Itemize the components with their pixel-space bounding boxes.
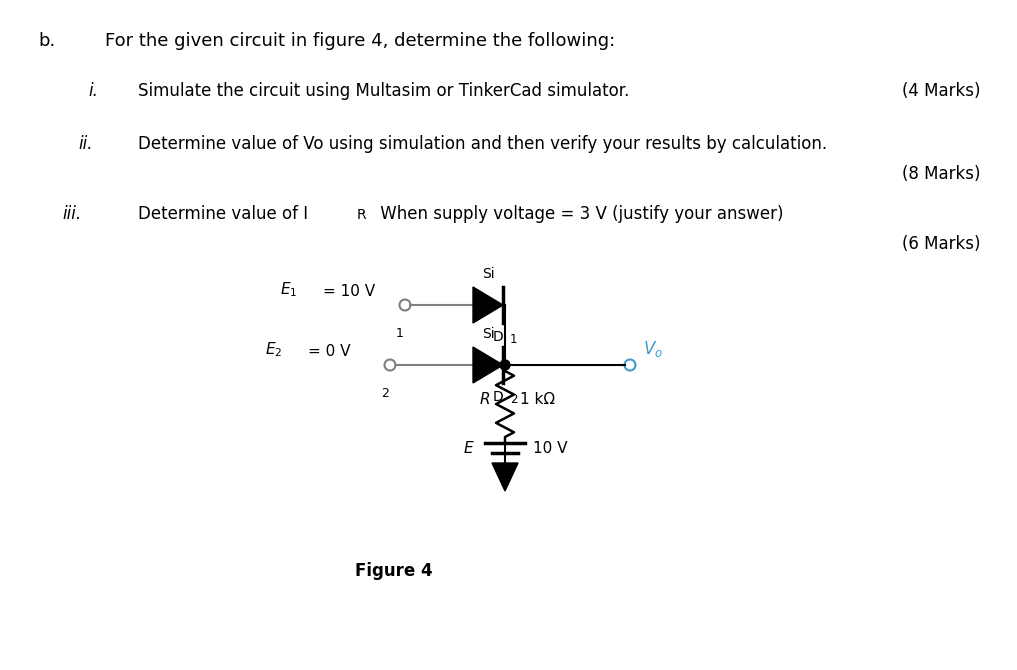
- Text: Figure 4: Figure 4: [355, 562, 432, 580]
- Text: 2: 2: [510, 393, 518, 406]
- Text: iii.: iii.: [62, 205, 81, 223]
- Text: $E_1$: $E_1$: [280, 280, 297, 299]
- Text: Determine value of I: Determine value of I: [138, 205, 308, 223]
- Text: E: E: [464, 440, 473, 456]
- Text: D: D: [493, 390, 503, 404]
- Text: ii.: ii.: [78, 135, 93, 153]
- Text: 2: 2: [381, 387, 388, 400]
- Text: 10 V: 10 V: [533, 440, 567, 456]
- Text: Determine value of Vo using simulation and then verify your results by calculati: Determine value of Vo using simulation a…: [138, 135, 827, 153]
- Text: (8 Marks): (8 Marks): [901, 165, 980, 183]
- Text: = 10 V: = 10 V: [323, 284, 375, 299]
- Text: Si: Si: [482, 327, 494, 341]
- Text: b.: b.: [38, 32, 55, 50]
- Text: 1 kΩ: 1 kΩ: [520, 391, 555, 407]
- Polygon shape: [473, 287, 503, 323]
- Text: 1: 1: [396, 327, 404, 340]
- Text: i.: i.: [88, 82, 98, 100]
- Text: For the given circuit in figure 4, determine the following:: For the given circuit in figure 4, deter…: [105, 32, 615, 50]
- Polygon shape: [473, 347, 503, 383]
- Text: $E_2$: $E_2$: [265, 340, 283, 359]
- Text: D: D: [493, 330, 503, 344]
- Text: 1: 1: [510, 333, 518, 346]
- Text: Simulate the circuit using Multasim or TinkerCad simulator.: Simulate the circuit using Multasim or T…: [138, 82, 630, 100]
- Text: When supply voltage = 3 V (justify your answer): When supply voltage = 3 V (justify your …: [375, 205, 783, 223]
- Polygon shape: [492, 463, 518, 491]
- Text: Si: Si: [482, 267, 494, 281]
- Text: R: R: [357, 208, 366, 222]
- Text: = 0 V: = 0 V: [308, 344, 351, 359]
- Text: (4 Marks): (4 Marks): [901, 82, 980, 100]
- Text: $V_o$: $V_o$: [643, 339, 663, 359]
- Text: R: R: [479, 391, 490, 407]
- Circle shape: [500, 360, 510, 370]
- Text: (6 Marks): (6 Marks): [901, 235, 980, 253]
